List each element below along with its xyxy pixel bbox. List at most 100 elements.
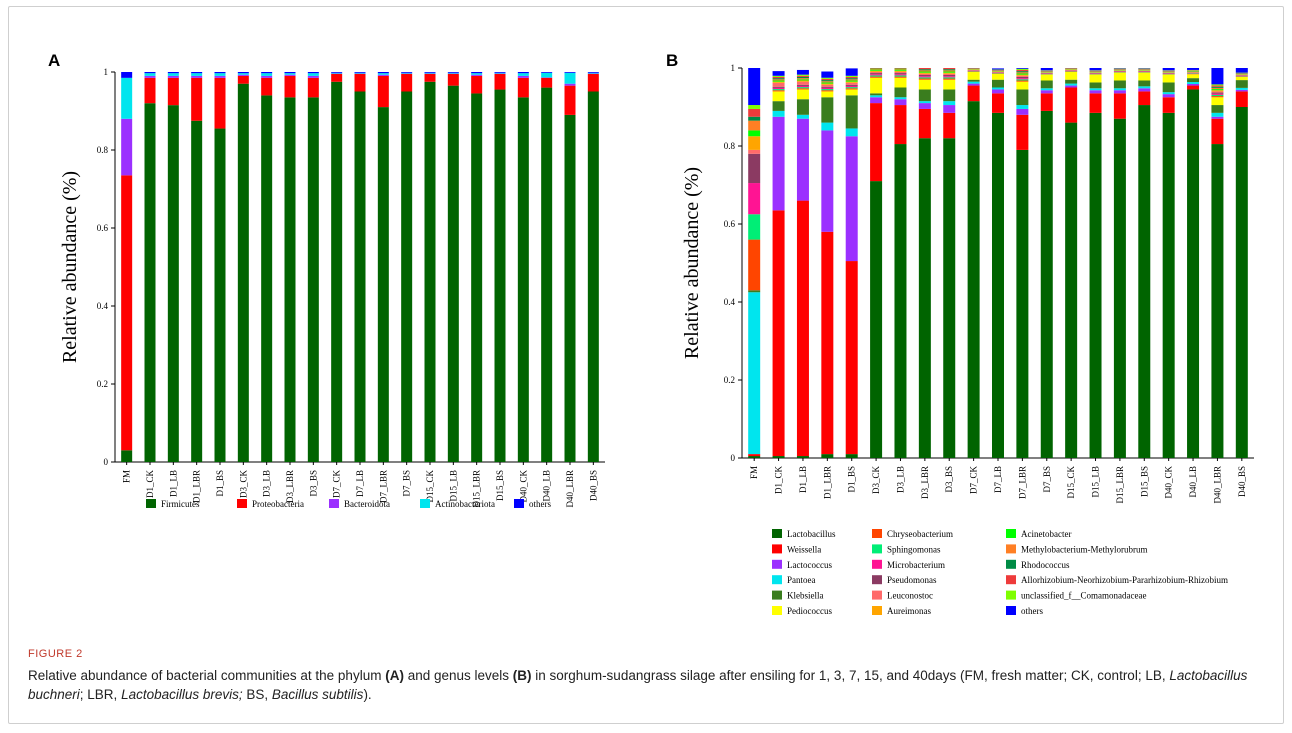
bar-segment-chryseobacterium-d3-ck — [870, 76, 883, 78]
legend-swatch-others — [514, 499, 524, 508]
bar-segment-methylobacterium-methylorubrum-d1-lbr — [821, 81, 834, 83]
bar-segment-pseudomonas-d1-lbr — [821, 86, 834, 88]
bar-segment-proteobacteria-d15-lb — [447, 73, 459, 86]
bar-stack-d7-lbr — [377, 72, 389, 462]
bar-segment-lactobacillus-d1-ck — [772, 456, 785, 458]
bar-segment-actinobacteriota-d1-lb — [167, 73, 179, 76]
bar-segment-firmicutes-d7-ck — [331, 81, 343, 462]
bar-segment-lactococcus-d3-lbr — [918, 103, 931, 109]
bar-segment-pediococcus-d40-bs — [1235, 76, 1248, 81]
bar-stack-d40-bs — [587, 72, 599, 462]
bar-segment-others-d40-lb — [1187, 68, 1200, 70]
bar-segment-lactococcus-d7-lb — [992, 89, 1004, 94]
bar-segment-lactococcus-d15-ck — [1065, 85, 1078, 88]
bar-segment-bacteroidota-d3-ck — [237, 74, 249, 76]
bar-segment-allorhizobium-neorhizobium-pararhizobium-rhizobium-d1-ck — [772, 76, 785, 79]
bar-segment-leuconostoc-d7-lbr — [1016, 75, 1029, 77]
bar-segment-others-d40-lbr — [564, 72, 576, 73]
bar-segment-methylobacterium-methylorubrum-d1-ck — [772, 79, 785, 81]
bar-segment-pediococcus-d7-bs — [1040, 74, 1053, 81]
bar-segment-acinetobacter-d3-bs — [943, 71, 956, 73]
y-tick-label: 0.8 — [724, 141, 736, 151]
bar-segment-pantoea-d15-bs — [1138, 86, 1151, 89]
bar-segment-lactobacillus-d15-lbr — [1113, 118, 1126, 458]
figure-svg: A B 0 0.2 0.4 0.6 0.8 1 Relative abundance (%)… — [48, 51, 1254, 616]
bar-segment-actinobacteriota-fm — [121, 77, 133, 119]
bar-segment-pediococcus-d1-lb — [796, 89, 809, 100]
legend-label-pantoea: Pantoea — [787, 575, 816, 585]
bar-segment-lactococcus-d40-lbr — [1211, 116, 1224, 119]
bar-segment-weissella-d3-lbr — [918, 108, 931, 139]
bar-segment-klebsiella-d1-lbr — [821, 97, 834, 123]
bar-segment-rhodococcus-d7-lbr — [1016, 71, 1029, 73]
legend-label-leuconostoc: Leuconostoc — [887, 591, 933, 601]
bar-segment-proteobacteria-d1-lb — [167, 77, 179, 106]
bar-segment-lactobacillus-d3-ck — [870, 181, 883, 458]
y-tick-label: 0 — [104, 457, 109, 467]
bar-segment-acinetobacter-d3-ck — [870, 69, 883, 71]
bar-segment-others-d3-lbr — [284, 72, 296, 74]
bar-segment-pediococcus-d1-ck — [772, 91, 785, 102]
bar-segment-lactobacillus-d7-ck — [967, 101, 980, 459]
y-tick-label: 0.4 — [724, 297, 736, 307]
bar-segment-klebsiella-d40-lb — [1187, 78, 1200, 83]
bar-segment-allorhizobium-neorhizobium-pararhizobium-rhizobium-d1-lb — [796, 75, 809, 77]
bar-segment-methylobacterium-methylorubrum-fm — [748, 120, 761, 131]
bar-segment-pantoea-d40-ck — [1162, 92, 1175, 95]
x-tick-label: D3_LB — [262, 470, 272, 497]
bar-segment-aureimonas-d1-lbr — [821, 83, 834, 85]
bar-segment-allorhizobium-neorhizobium-pararhizobium-rhizobium-d3-bs — [943, 68, 956, 70]
legend-swatch-unclassified-f-comamonadaceae — [1006, 590, 1016, 600]
bar-segment-chryseobacterium-d3-lbr — [918, 78, 931, 80]
x-tick-label: D3_LBR — [285, 470, 295, 503]
bar-segment-pantoea-d3-ck — [870, 95, 883, 98]
bar-segment-klebsiella-d3-lb — [894, 87, 907, 98]
bar-segment-actinobacteriota-d7-lb — [354, 72, 366, 74]
bar-segment-pediococcus-d3-bs — [943, 79, 956, 90]
bar-segment-chryseobacterium-d40-lbr — [1211, 96, 1224, 98]
bar-segment-others-d7-lb — [992, 68, 1004, 70]
bar-segment-proteobacteria-d40-lbr — [564, 85, 576, 115]
bar-segment-sphingomonas-d1-lb — [796, 87, 809, 89]
y-tick-label: 0.6 — [724, 219, 736, 229]
bar-segment-proteobacteria-d40-lb — [541, 77, 553, 88]
bar-segment-actinobacteriota-d40-ck — [517, 73, 529, 76]
bar-segment-lactobacillus-d15-lb — [1089, 112, 1102, 458]
legend-swatch-acinetobacter — [1006, 529, 1016, 538]
bar-segment-lactobacillus-d1-bs — [845, 454, 858, 458]
bar-segment-pantoea-fm — [748, 292, 761, 455]
bar-segment-firmicutes-d7-lbr — [377, 107, 389, 462]
x-tick-label: D1_LBR — [192, 470, 202, 503]
bar-stack-d3-ck — [237, 72, 249, 462]
bar-segment-firmicutes-d1-lbr — [191, 120, 203, 462]
bar-segment-pantoea-d1-lb — [796, 114, 809, 119]
panel-label-a: A — [48, 51, 60, 70]
bar-segment-aureimonas-fm — [748, 136, 761, 150]
legend: Firmicutes Proteobacteria Bacteroidota Acti… — [146, 499, 551, 509]
bar-segment-actinobacteriota-d3-ck — [237, 73, 249, 75]
bar-segment-chryseobacterium-d1-ck — [772, 90, 785, 92]
bar-segment-leuconostoc-d1-lb — [796, 81, 809, 85]
bar-stack-d7-ck — [331, 72, 343, 462]
legend-swatch-bacteroidota — [329, 499, 339, 508]
bar-segment-unclassified-f-comamonadaceae-fm — [748, 105, 761, 109]
bar-segment-pseudomonas-d1-bs — [845, 84, 858, 86]
bar-segment-rhodococcus-d40-lbr — [1211, 86, 1224, 88]
legend-swatch-firmicutes — [146, 499, 156, 508]
bar-segment-actinobacteriota-d1-ck — [144, 73, 156, 76]
bar-segment-proteobacteria-d1-bs — [214, 77, 226, 129]
bar-segment-pediococcus-d3-lb — [894, 77, 907, 88]
bar-stack-d40-ck — [1162, 68, 1175, 458]
bar-segment-pseudomonas-d1-lb — [796, 84, 809, 86]
bar-segment-weissella-fm — [748, 454, 761, 457]
legend-swatch-pediococcus — [772, 606, 782, 615]
bar-segment-lactococcus-d1-bs — [845, 136, 858, 262]
bar-segment-pantoea-d7-bs — [1040, 88, 1053, 91]
bar-segment-pantoea-d7-lb — [992, 87, 1004, 90]
bar-segment-pediococcus-d1-lbr — [821, 91, 834, 98]
bar-stack-d1-ck — [144, 72, 156, 462]
x-tick-label: D1_BS — [847, 466, 857, 493]
bar-segment-lactobacillus-d7-lbr — [1016, 149, 1029, 458]
bar-stack-d1-bs — [845, 68, 858, 458]
y-axis-label: Relative abundance (%) — [59, 171, 81, 363]
